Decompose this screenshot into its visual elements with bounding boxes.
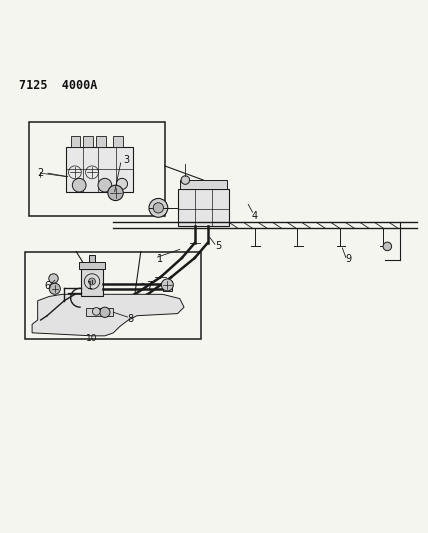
Circle shape (153, 203, 163, 213)
Bar (96, 136, 106, 147)
Text: 5: 5 (215, 241, 221, 251)
Text: 9: 9 (346, 254, 352, 264)
Circle shape (100, 307, 110, 318)
Bar (29, 122, 165, 216)
Circle shape (181, 176, 190, 184)
Circle shape (161, 279, 173, 291)
Bar (113, 136, 123, 147)
Bar (25, 252, 201, 340)
Bar (66, 147, 133, 191)
Circle shape (49, 283, 60, 294)
Polygon shape (32, 294, 184, 336)
Circle shape (89, 278, 95, 285)
Text: 3: 3 (123, 155, 129, 165)
Circle shape (116, 179, 128, 189)
Bar (81, 269, 103, 296)
Text: 7125  4000A: 7125 4000A (19, 79, 98, 92)
Text: 7: 7 (147, 281, 153, 291)
Text: 6: 6 (44, 281, 50, 291)
Text: 4: 4 (252, 211, 258, 221)
Text: 8: 8 (128, 314, 134, 324)
Text: 10: 10 (86, 334, 98, 343)
Circle shape (149, 198, 168, 217)
Circle shape (49, 274, 58, 283)
Bar (86, 308, 113, 316)
Bar (79, 262, 105, 269)
Text: 1: 1 (158, 254, 163, 264)
Bar (89, 255, 95, 262)
Bar (163, 281, 172, 291)
Bar (180, 180, 227, 189)
Bar (83, 136, 93, 147)
Circle shape (383, 242, 392, 251)
Bar (71, 136, 80, 147)
Circle shape (98, 179, 112, 192)
Circle shape (72, 179, 86, 192)
Bar (178, 189, 229, 226)
Text: 2: 2 (38, 168, 44, 178)
Circle shape (108, 185, 123, 200)
Text: 1: 1 (87, 281, 93, 291)
Circle shape (92, 308, 100, 316)
